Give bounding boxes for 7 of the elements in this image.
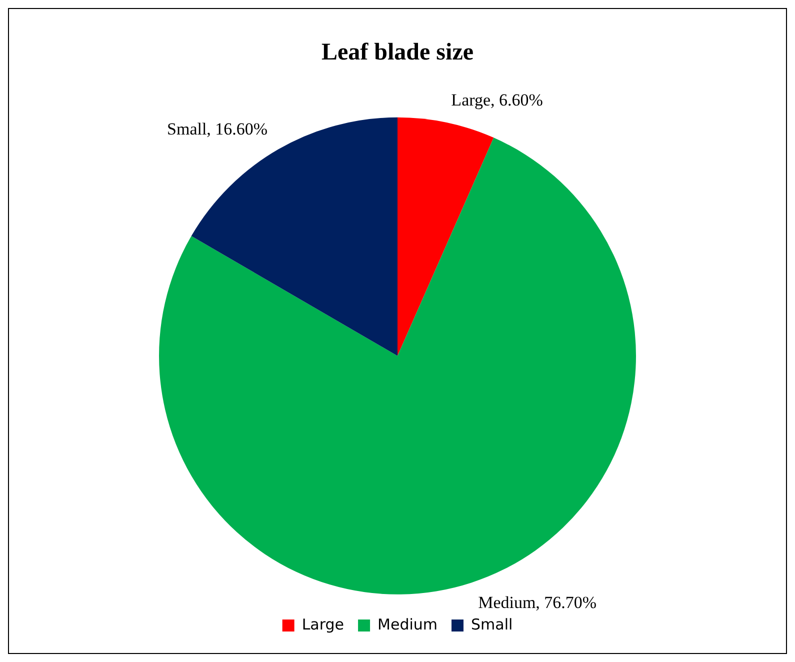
data-label: Large, 6.60% <box>451 90 543 110</box>
chart-title: Leaf blade size <box>322 40 474 66</box>
legend-label: Large <box>302 615 344 634</box>
legend-label: Medium <box>378 615 438 634</box>
data-label: Small, 16.60% <box>167 120 268 139</box>
data-label: Medium, 76.70% <box>478 593 597 612</box>
legend-label: Small <box>471 615 513 634</box>
